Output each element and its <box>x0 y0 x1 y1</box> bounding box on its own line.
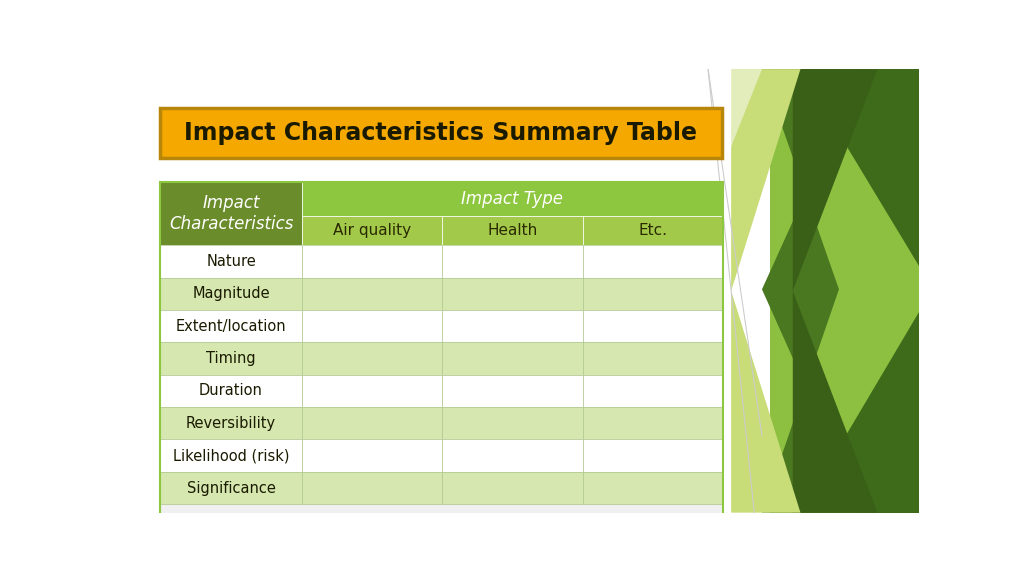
FancyBboxPatch shape <box>160 343 302 375</box>
FancyBboxPatch shape <box>583 407 723 439</box>
FancyBboxPatch shape <box>583 245 723 278</box>
FancyBboxPatch shape <box>160 310 302 343</box>
Text: Impact
Characteristics: Impact Characteristics <box>169 194 293 233</box>
FancyBboxPatch shape <box>160 278 302 310</box>
FancyBboxPatch shape <box>442 375 583 407</box>
FancyBboxPatch shape <box>160 108 722 158</box>
FancyBboxPatch shape <box>442 310 583 343</box>
FancyBboxPatch shape <box>583 343 723 375</box>
FancyBboxPatch shape <box>442 407 583 439</box>
Text: Extent/location: Extent/location <box>176 319 287 334</box>
FancyBboxPatch shape <box>302 245 442 278</box>
Polygon shape <box>708 69 762 204</box>
Text: Likelihood (risk): Likelihood (risk) <box>173 448 290 463</box>
Polygon shape <box>793 69 878 291</box>
Text: Nature: Nature <box>206 254 256 269</box>
FancyBboxPatch shape <box>302 181 723 216</box>
FancyBboxPatch shape <box>302 472 442 504</box>
FancyBboxPatch shape <box>583 439 723 472</box>
FancyBboxPatch shape <box>160 245 302 278</box>
FancyBboxPatch shape <box>302 407 442 439</box>
FancyBboxPatch shape <box>160 375 302 407</box>
FancyBboxPatch shape <box>442 278 583 310</box>
FancyBboxPatch shape <box>302 278 442 310</box>
FancyBboxPatch shape <box>302 375 442 407</box>
Text: Etc.: Etc. <box>638 223 667 238</box>
FancyBboxPatch shape <box>583 278 723 310</box>
FancyBboxPatch shape <box>442 343 583 375</box>
FancyBboxPatch shape <box>583 310 723 343</box>
FancyBboxPatch shape <box>160 407 302 439</box>
FancyBboxPatch shape <box>302 216 442 245</box>
FancyBboxPatch shape <box>302 343 442 375</box>
Polygon shape <box>801 69 920 266</box>
Text: Impact Type: Impact Type <box>462 190 563 208</box>
Polygon shape <box>770 69 920 513</box>
FancyBboxPatch shape <box>583 472 723 504</box>
Text: Impact Characteristics Summary Table: Impact Characteristics Summary Table <box>184 122 697 145</box>
Text: Air quality: Air quality <box>333 223 412 238</box>
Text: Health: Health <box>487 223 538 238</box>
FancyBboxPatch shape <box>302 310 442 343</box>
FancyBboxPatch shape <box>583 216 723 245</box>
Polygon shape <box>762 69 862 513</box>
FancyBboxPatch shape <box>442 216 583 245</box>
Polygon shape <box>801 312 920 513</box>
FancyBboxPatch shape <box>442 245 583 278</box>
FancyBboxPatch shape <box>160 504 723 536</box>
Polygon shape <box>731 69 801 513</box>
FancyBboxPatch shape <box>583 375 723 407</box>
FancyBboxPatch shape <box>160 472 302 504</box>
FancyBboxPatch shape <box>442 439 583 472</box>
Text: Reversibility: Reversibility <box>186 416 276 431</box>
Text: Duration: Duration <box>199 384 263 399</box>
FancyBboxPatch shape <box>442 472 583 504</box>
Text: Significance: Significance <box>186 480 275 495</box>
Text: Magnitude: Magnitude <box>193 286 270 301</box>
Polygon shape <box>793 291 878 513</box>
FancyBboxPatch shape <box>160 181 302 245</box>
Text: Timing: Timing <box>206 351 256 366</box>
FancyBboxPatch shape <box>302 439 442 472</box>
FancyBboxPatch shape <box>160 439 302 472</box>
